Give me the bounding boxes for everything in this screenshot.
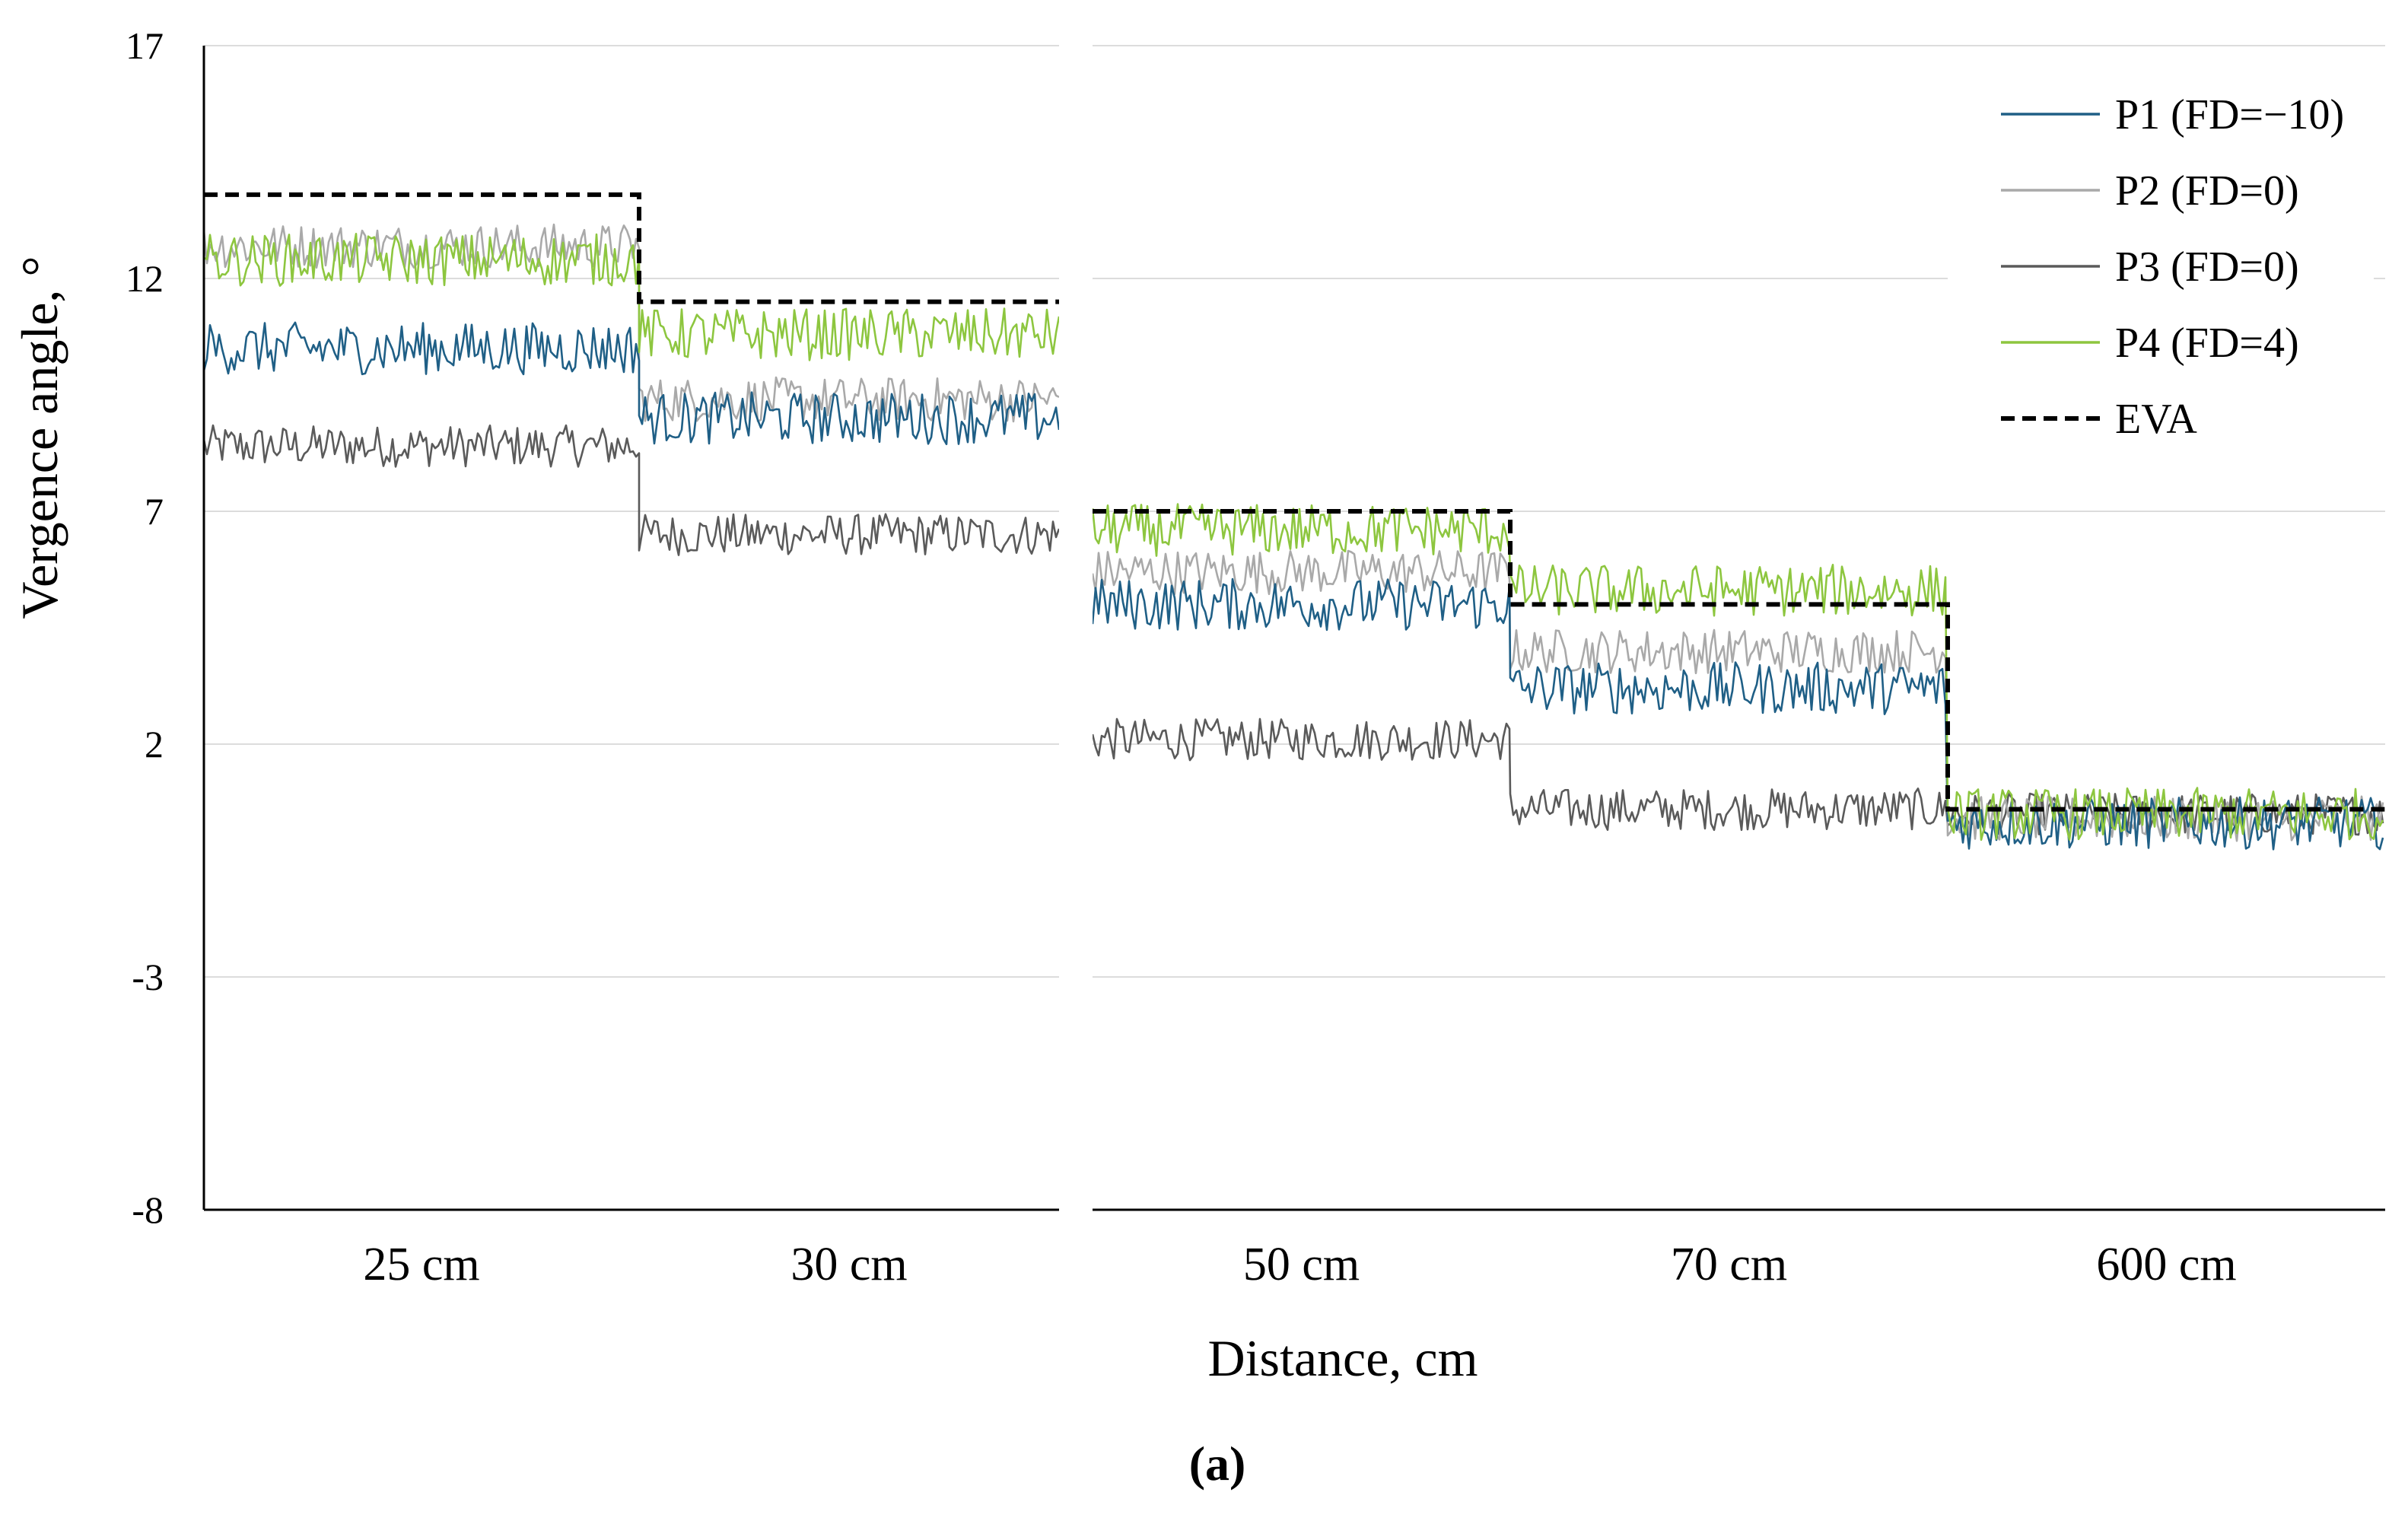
series-p1: [202, 321, 2384, 851]
y-tick-label: 2: [145, 723, 164, 765]
x-tick-label: 600 cm: [2096, 1239, 2236, 1290]
series-line: [202, 223, 1060, 423]
y-tick-labels: 17 12 7 2 -3 -8: [126, 24, 164, 1231]
y-tick-label: -3: [132, 956, 164, 998]
legend-label: P3 (FD=0): [2115, 243, 2299, 291]
series-line: [1093, 509, 2385, 812]
x-tick-labels: 25 cm 30 cm 50 cm 70 cm 600 cm: [363, 1239, 2236, 1290]
panel-gap: [1059, 38, 1093, 1205]
series-eva: [204, 192, 2385, 812]
series-p3: [202, 424, 2384, 836]
x-tick-label: 30 cm: [790, 1239, 907, 1290]
y-tick-label: 17: [126, 24, 164, 67]
legend-label: P2 (FD=0): [2115, 167, 2299, 215]
series-layer: [202, 192, 2385, 851]
legend-label: P1 (FD=−10): [2115, 91, 2344, 138]
series-line: [1091, 577, 2384, 851]
y-axis-title: Vergence angle, °: [11, 256, 68, 619]
series-line: [1091, 549, 2384, 842]
figure-caption: (a): [1189, 1437, 1246, 1491]
legend-label: P4 (FD=4): [2115, 320, 2299, 367]
x-tick-label: 70 cm: [1671, 1239, 1787, 1290]
series-line: [204, 192, 1059, 304]
legend: P1 (FD=−10) P2 (FD=0) P3 (FD=0) P4 (FD=4) EV…: [1948, 76, 2374, 457]
legend-label: EVA: [2115, 396, 2197, 443]
y-tick-label: 7: [145, 490, 164, 533]
x-tick-label: 50 cm: [1243, 1239, 1360, 1290]
series-line: [202, 424, 1061, 556]
series-p4: [203, 233, 2384, 842]
x-axis-title: Distance, cm: [1208, 1329, 1478, 1387]
series-line: [202, 321, 1061, 446]
x-tick-label: 25 cm: [363, 1239, 479, 1290]
y-tick-label: -8: [132, 1188, 164, 1231]
series-line: [203, 233, 1061, 361]
y-tick-label: 12: [126, 257, 164, 300]
series-line: [1091, 503, 2384, 842]
